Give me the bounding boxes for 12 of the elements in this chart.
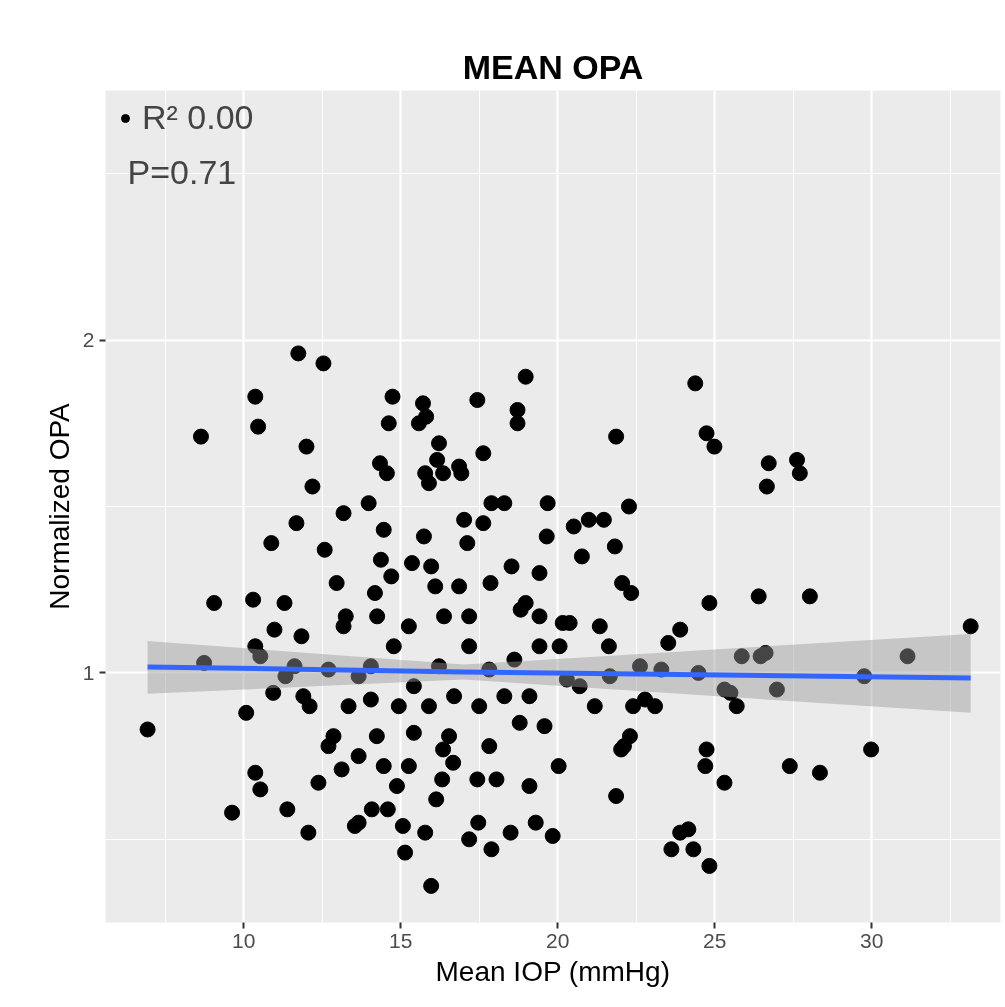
x-tick-label: 10 bbox=[232, 928, 256, 952]
legend-label: R² 0.00 bbox=[142, 98, 254, 137]
x-tick-label: 30 bbox=[860, 928, 884, 952]
x-tick-label: 25 bbox=[703, 928, 727, 952]
annotation: P=0.71 bbox=[127, 152, 237, 191]
y-tick-label: 1 bbox=[82, 660, 95, 684]
y-axis-title: Normalized OPA bbox=[43, 402, 75, 610]
y-tick-label: 2 bbox=[82, 328, 95, 352]
chart-title: MEAN OPA bbox=[462, 47, 644, 86]
x-axis-title: Mean IOP (mmHg) bbox=[435, 955, 670, 987]
x-tick-label: 20 bbox=[546, 928, 570, 952]
x-tick-label: 15 bbox=[389, 928, 413, 952]
